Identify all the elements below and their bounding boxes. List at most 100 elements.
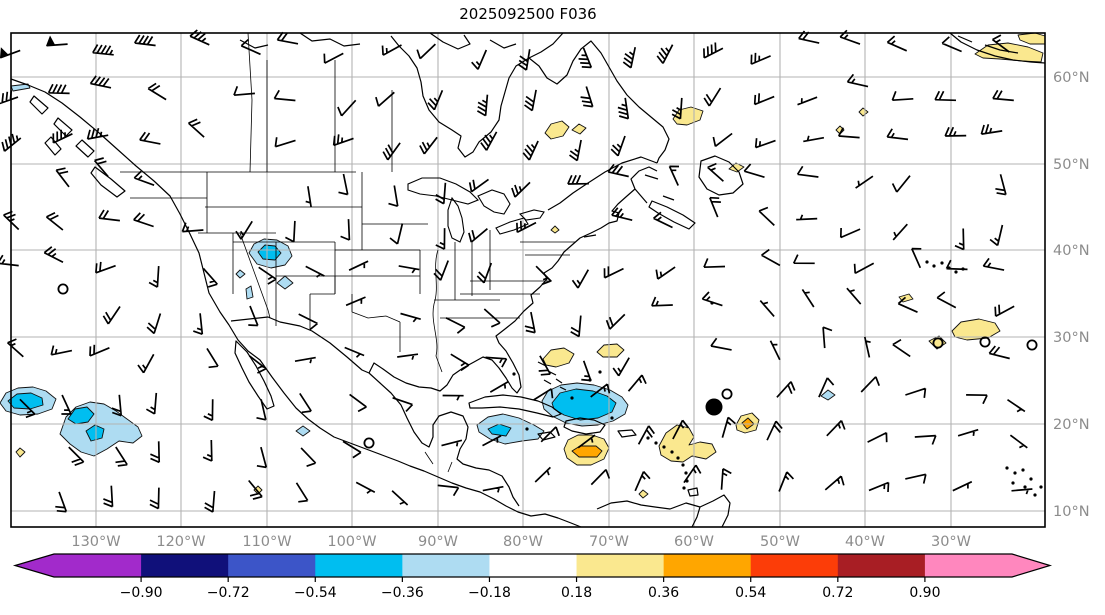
coastline-path	[528, 40, 670, 164]
calm-wind-circle	[1026, 339, 1038, 351]
lake-outline	[447, 196, 465, 243]
coastline-path	[429, 32, 471, 50]
coastline-path	[617, 429, 637, 438]
border-line	[351, 311, 401, 323]
coastline-path	[489, 39, 517, 49]
colorbar-segment	[54, 554, 142, 577]
island-dot	[684, 471, 688, 475]
shaded-region-hudson-yellow-a	[544, 120, 570, 140]
shaded-region-pacific-blob-2-core-b	[85, 424, 105, 442]
shaded-region-topleft-blue-sliver	[10, 83, 31, 92]
coastline-path	[949, 32, 1046, 64]
longitude-tick-labels: 130°W 120°W 110°W 100°W 90°W 80°W 70°W 60°W 50°W…	[71, 534, 971, 550]
colorbar-segment	[402, 554, 490, 577]
border-line	[247, 32, 253, 173]
shaded-region-baja-blue-diamond	[295, 425, 311, 437]
coastline-path	[957, 35, 973, 43]
coastline-path	[698, 155, 744, 196]
shaded-region-blue-diamond-b	[276, 275, 294, 290]
coastline-path	[691, 506, 701, 528]
coastline-path	[634, 188, 648, 204]
shaded-region-atlantic-blue-diamond	[820, 389, 836, 401]
shaded-region-florida-east-yellow-b	[596, 343, 625, 358]
colorbar-segment	[837, 554, 926, 577]
lake-outline	[518, 209, 545, 221]
colorbar-tick-label: −0.36	[381, 585, 424, 601]
coastline-path	[596, 494, 731, 528]
shaded-region-greenland-yellow-corner	[1017, 32, 1046, 45]
coastline-path	[75, 139, 95, 158]
island-dot	[1021, 468, 1025, 472]
lake-outline	[477, 189, 511, 215]
coastline-path	[537, 431, 556, 441]
colorbar-segment	[141, 554, 229, 577]
calm-wind-circle	[979, 336, 991, 348]
coastline-path	[44, 136, 62, 156]
coastline-path	[547, 156, 658, 211]
calm-wind-circle	[363, 437, 375, 449]
colorbar-outline	[12, 553, 1053, 578]
shaded-region-blue-sliver	[245, 285, 254, 300]
coastline-path	[644, 174, 659, 180]
island-dot	[646, 436, 650, 440]
lat-tick-label: 20°N	[1053, 417, 1090, 433]
border-line	[447, 461, 453, 473]
colorbar-tick-label: 0.36	[648, 585, 679, 601]
coastline-path	[662, 195, 675, 201]
lon-tick-label: 110°W	[242, 534, 291, 550]
coastline-path	[90, 166, 126, 198]
shaded-region-caribbean-blob-core	[551, 388, 617, 421]
shaded-region-yellow-diamond-sw	[15, 447, 26, 458]
colorbar-tick-label: 0.18	[561, 585, 592, 601]
shaded-region-labrador-yellow-small	[728, 162, 745, 173]
shaded-region-yellow-diamond-643	[638, 489, 649, 499]
lon-tick-label: 120°W	[156, 534, 205, 550]
lake-outline	[407, 177, 479, 205]
coastline-path	[648, 200, 696, 230]
colorbar-tick-label: 0.54	[735, 585, 766, 601]
colorbar-left-arrow	[15, 554, 54, 577]
island-dot	[598, 370, 602, 374]
latitude-tick-labels: 60°N 50°N 40°N 30°N 20°N 10°N	[1053, 70, 1090, 520]
island-dot	[954, 270, 958, 274]
shaded-region-yellow-diamond-863	[858, 107, 869, 117]
island-dot	[512, 372, 516, 376]
coastline-path	[10, 78, 582, 528]
shaded-region-pacific-blob-1-core	[7, 392, 44, 410]
island-dot	[1011, 481, 1015, 485]
plot-border	[10, 32, 1046, 528]
island-dot	[681, 463, 685, 467]
plot-title: 2025092500 F036	[459, 5, 597, 23]
lat-tick-label: 30°N	[1053, 330, 1090, 346]
colorbar-tick-label: −0.54	[294, 585, 337, 601]
lon-tick-label: 100°W	[327, 534, 376, 550]
island-dot	[1033, 493, 1037, 497]
island-dot	[570, 396, 574, 400]
coastline-path	[630, 166, 658, 190]
coastline-path	[234, 340, 275, 410]
island-dot	[940, 261, 944, 265]
wind-barb-pennants	[0, 35, 56, 59]
coastline-path	[563, 417, 606, 435]
island-dot	[525, 427, 529, 431]
colorbar-segment	[315, 554, 403, 577]
lon-tick-label: 80°W	[503, 534, 543, 550]
shaded-region-yellow-diamond-840	[835, 125, 845, 135]
colorbar-segment	[489, 554, 578, 577]
lon-tick-label: 30°W	[931, 534, 971, 550]
shaded-region-utah-blob-core	[257, 244, 282, 261]
island-dot	[925, 260, 929, 264]
calm-wind-circle	[932, 337, 944, 349]
colorbar-segment	[576, 554, 665, 577]
calm-wind-circle	[721, 388, 733, 400]
shaded-region-cuba-band-core	[487, 423, 512, 437]
shaded-region-blue-diamond-a	[235, 269, 246, 279]
coastline-path	[368, 188, 636, 394]
lon-tick-label: 70°W	[589, 534, 629, 550]
coastline-path	[368, 372, 520, 507]
colorbar-right-arrow	[1012, 554, 1050, 577]
coastline-path	[543, 379, 552, 385]
coastline-path	[984, 44, 1019, 54]
colorbar-tick-label: 0.90	[909, 585, 940, 601]
